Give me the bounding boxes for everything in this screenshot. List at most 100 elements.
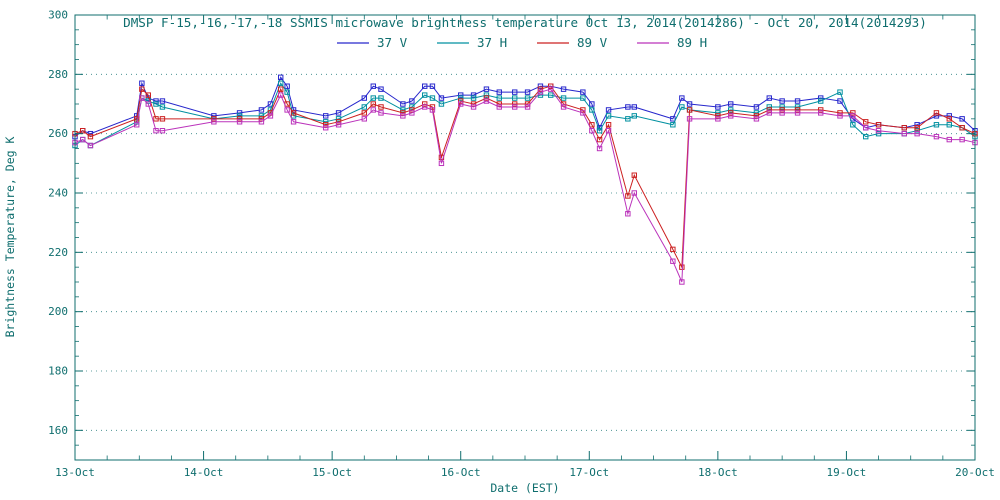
marker-89-h xyxy=(548,86,554,92)
marker-89-v xyxy=(580,107,586,113)
marker-89-h xyxy=(361,116,367,122)
marker-89-v xyxy=(159,116,166,122)
marker-37-h xyxy=(670,122,676,128)
marker-89-h xyxy=(850,113,856,119)
marker-37-v xyxy=(335,110,342,116)
data-series xyxy=(72,74,978,285)
marker-37-h xyxy=(236,113,243,119)
y-tick-label: 280 xyxy=(48,68,68,81)
marker-89-v xyxy=(605,122,612,128)
marker-89-h xyxy=(438,160,445,167)
marker-89-v xyxy=(863,119,869,125)
series-line-37-h xyxy=(74,82,976,147)
marker-89-v xyxy=(496,101,502,107)
marker-37-h xyxy=(766,104,772,110)
marker-89-v xyxy=(512,101,518,107)
marker-37-h xyxy=(863,133,869,140)
marker-37-h xyxy=(290,113,297,119)
marker-89-v xyxy=(850,110,856,116)
marker-89-h xyxy=(267,113,274,119)
marker-89-v xyxy=(290,110,297,116)
x-tick-label: 16-Oct xyxy=(441,466,481,479)
marker-89-h xyxy=(512,104,518,110)
marker-89-v xyxy=(794,107,801,113)
marker-37-h xyxy=(335,116,342,122)
marker-89-v xyxy=(335,119,342,125)
marker-37-h xyxy=(850,122,856,128)
marker-89-v xyxy=(409,107,415,113)
marker-89-v xyxy=(370,101,376,107)
marker-89-h xyxy=(631,190,637,196)
marker-89-v xyxy=(631,172,637,178)
marker-89-v xyxy=(596,136,603,143)
marker-37-v xyxy=(779,98,785,104)
x-tick-label: 17-Oct xyxy=(569,466,609,479)
x-tick-label: 19-Oct xyxy=(827,466,867,479)
marker-37-v xyxy=(409,98,415,104)
x-tick-label: 14-Oct xyxy=(184,466,224,479)
marker-89-h xyxy=(278,92,284,98)
marker-37-v xyxy=(378,86,384,92)
marker-89-h xyxy=(959,136,965,143)
marker-37-v xyxy=(679,95,685,101)
marker-89-h xyxy=(400,113,406,119)
marker-37-h xyxy=(361,104,367,110)
marker-37-h xyxy=(596,128,603,134)
marker-89-h xyxy=(258,119,265,125)
marker-37-v xyxy=(766,95,772,101)
chart-title: DMSP F-15,-16,-17,-18 SSMIS microwave br… xyxy=(123,15,927,30)
marker-89-h xyxy=(537,89,544,95)
marker-89-h xyxy=(145,101,151,107)
marker-89-h xyxy=(901,130,907,137)
marker-37-h xyxy=(589,107,595,113)
marker-89-h xyxy=(134,122,140,128)
marker-89-v xyxy=(422,101,428,107)
series-line-89-v xyxy=(74,85,976,270)
y-tick-label: 200 xyxy=(48,305,68,318)
marker-89-h xyxy=(458,101,464,107)
series-line-37-v xyxy=(74,76,976,138)
marker-37-h xyxy=(779,104,785,110)
marker-37-h xyxy=(728,107,734,113)
marker-89-v xyxy=(153,116,159,122)
marker-37-h xyxy=(548,92,554,98)
marker-89-v xyxy=(933,110,940,116)
marker-37-v xyxy=(818,95,824,101)
marker-37-h xyxy=(753,110,760,116)
marker-37-v xyxy=(794,98,801,104)
marker-89-v xyxy=(483,95,490,101)
marker-37-v xyxy=(686,101,693,107)
marker-37-v xyxy=(496,89,502,95)
marker-37-h xyxy=(715,110,721,116)
y-tick-label: 240 xyxy=(48,187,68,200)
marker-89-h xyxy=(483,98,490,104)
marker-37-v xyxy=(914,122,920,128)
marker-89-v xyxy=(139,86,145,92)
marker-37-h xyxy=(323,119,329,125)
marker-89-v xyxy=(875,122,882,128)
marker-89-h xyxy=(139,95,145,101)
marker-89-h xyxy=(670,258,676,264)
marker-89-v xyxy=(236,116,243,122)
marker-37-v xyxy=(524,89,531,95)
marker-37-h xyxy=(946,122,952,128)
marker-89-v xyxy=(258,116,265,122)
marker-37-v xyxy=(753,104,760,110)
marker-37-h xyxy=(496,95,502,101)
marker-89-h xyxy=(370,107,376,113)
marker-37-h xyxy=(422,92,428,98)
y-axis-label: Brightness Temperature, Deg K xyxy=(3,137,17,338)
marker-37-v xyxy=(400,101,406,107)
legend-label: 89 H xyxy=(677,35,707,50)
x-axis-label: Date (EST) xyxy=(490,481,559,495)
marker-37-v xyxy=(670,116,676,122)
marker-89-v xyxy=(429,104,436,110)
marker-37-h xyxy=(875,130,882,137)
marker-89-h xyxy=(794,110,801,116)
legend-label: 89 V xyxy=(577,35,608,50)
x-tick-label: 18-Oct xyxy=(698,466,738,479)
marker-89-h xyxy=(560,104,567,110)
marker-37-h xyxy=(933,122,940,128)
marker-89-h xyxy=(605,128,612,134)
marker-89-h xyxy=(290,119,297,125)
